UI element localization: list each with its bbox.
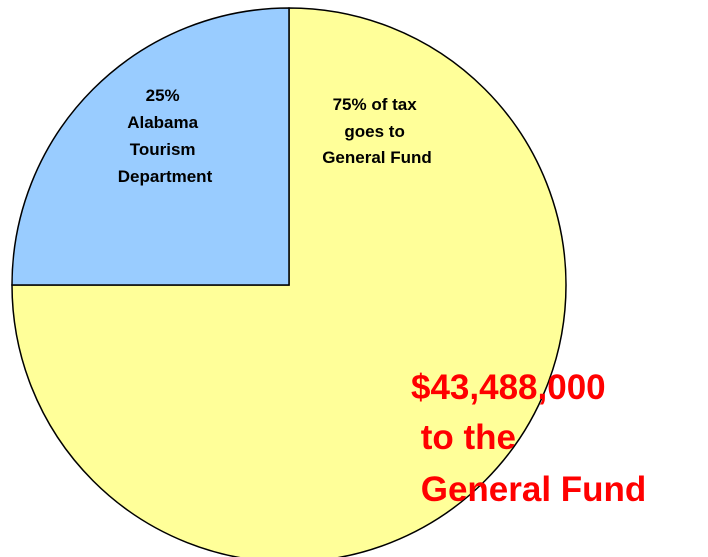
- slice-label-general-fund-line: General Fund: [322, 148, 432, 167]
- slice-label-general-fund: 75% of tax goes to General Fund: [322, 95, 432, 167]
- callout-line-general-fund: General Fund: [411, 470, 646, 509]
- pie-slice-labels: 75% of tax goes to General Fund 25% Alab…: [118, 86, 432, 186]
- general-fund-amount-callout: $43,488,000 to the General Fund: [411, 368, 646, 509]
- slice-label-tourism-line: Tourism: [130, 140, 196, 159]
- slice-label-general-fund-line: goes to: [344, 122, 404, 141]
- callout-line-to-the: to the: [411, 418, 516, 457]
- slice-label-tourism-line: 25%: [146, 86, 180, 105]
- slice-label-tourism-line: Department: [118, 167, 213, 186]
- slice-label-tourism-line: Alabama: [127, 113, 198, 132]
- pie-slice-tourism: [11, 7, 290, 286]
- slice-label-tourism: 25% Alabama Tourism Department: [118, 86, 213, 186]
- callout-line-amount: $43,488,000: [411, 368, 606, 407]
- pie-slices: [11, 7, 567, 557]
- pie-slice-general-fund: [11, 7, 567, 557]
- slice-label-general-fund-line: 75% of tax: [333, 95, 418, 114]
